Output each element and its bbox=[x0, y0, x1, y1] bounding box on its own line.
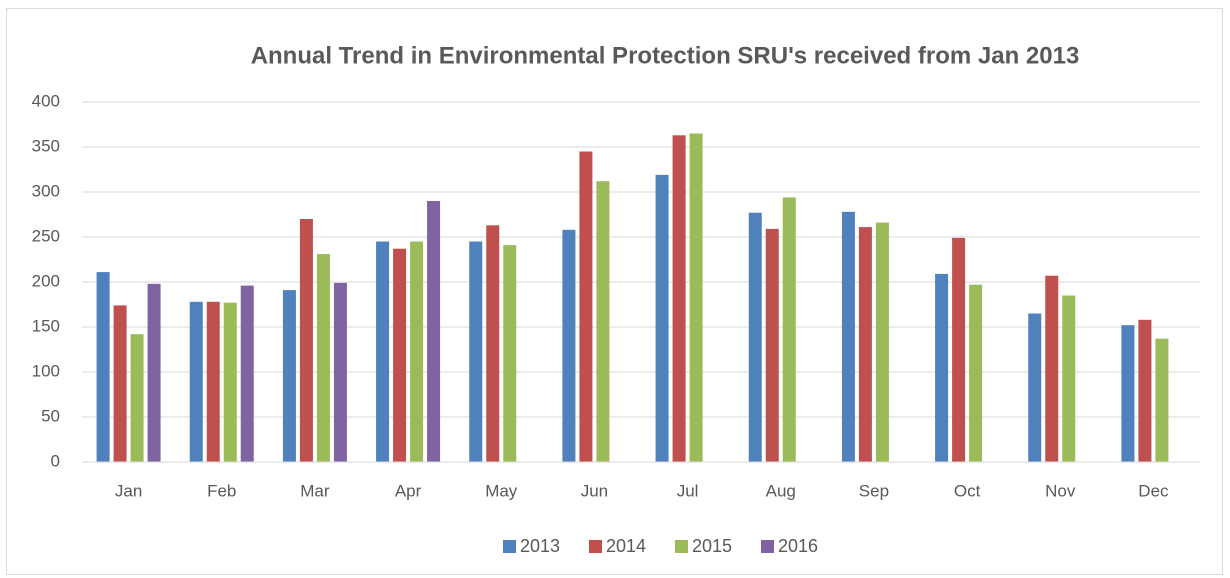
legend-swatch bbox=[675, 540, 688, 553]
chart-title: Annual Trend in Environmental Protection… bbox=[251, 42, 1080, 69]
y-tick-label: 0 bbox=[51, 451, 60, 470]
legend-swatch bbox=[503, 540, 516, 553]
bar bbox=[316, 254, 330, 462]
bar bbox=[223, 302, 237, 462]
bar bbox=[333, 282, 347, 462]
bar bbox=[410, 241, 424, 462]
bar bbox=[1062, 295, 1076, 462]
bar bbox=[596, 181, 610, 462]
bar bbox=[748, 212, 762, 462]
bar bbox=[113, 305, 127, 462]
bar bbox=[96, 272, 110, 462]
x-tick-label: Oct bbox=[954, 481, 981, 500]
x-tick-label: Sep bbox=[859, 481, 889, 500]
x-tick-label: Dec bbox=[1138, 481, 1169, 500]
bar bbox=[503, 245, 517, 462]
bar bbox=[969, 284, 983, 462]
legend-swatch bbox=[589, 540, 602, 553]
x-tick-label: Nov bbox=[1045, 481, 1076, 500]
y-tick-label: 350 bbox=[32, 136, 60, 155]
bar bbox=[1155, 338, 1169, 462]
x-tick-label: Feb bbox=[207, 481, 236, 500]
bar bbox=[935, 273, 949, 462]
bar bbox=[1138, 319, 1152, 462]
bar bbox=[579, 151, 593, 462]
bar bbox=[1045, 275, 1059, 462]
y-tick-label: 150 bbox=[32, 316, 60, 335]
bar bbox=[469, 241, 483, 462]
x-tick-label: May bbox=[485, 481, 518, 500]
bar bbox=[841, 211, 855, 462]
bar bbox=[655, 174, 669, 462]
y-tick-label: 200 bbox=[32, 271, 60, 290]
legend-label: 2014 bbox=[606, 536, 646, 556]
bar bbox=[299, 219, 313, 462]
x-tick-label: Jul bbox=[677, 481, 699, 500]
y-tick-label: 300 bbox=[32, 181, 60, 200]
bar bbox=[486, 225, 500, 462]
y-tick-label: 100 bbox=[32, 361, 60, 380]
bar bbox=[1028, 313, 1042, 462]
bar bbox=[376, 241, 390, 462]
bar bbox=[282, 290, 296, 462]
bar bbox=[562, 229, 576, 462]
bar bbox=[1121, 325, 1135, 462]
bar bbox=[952, 237, 966, 462]
x-tick-label: Aug bbox=[766, 481, 796, 500]
bar bbox=[427, 201, 441, 462]
y-tick-label: 50 bbox=[41, 406, 60, 425]
legend-label: 2015 bbox=[692, 536, 732, 556]
x-tick-label: Jan bbox=[115, 481, 142, 500]
y-tick-label: 250 bbox=[32, 226, 60, 245]
bar bbox=[782, 197, 796, 462]
legend-label: 2016 bbox=[778, 536, 818, 556]
bar bbox=[147, 283, 161, 462]
bar bbox=[672, 135, 686, 463]
bar bbox=[206, 301, 220, 462]
bar bbox=[689, 133, 703, 462]
bar bbox=[240, 285, 254, 462]
bar bbox=[130, 334, 144, 462]
legend-swatch bbox=[761, 540, 774, 553]
x-tick-label: Mar bbox=[300, 481, 330, 500]
bar bbox=[765, 228, 779, 462]
chart-border bbox=[6, 8, 1223, 575]
bar bbox=[875, 222, 889, 462]
x-tick-label: Jun bbox=[581, 481, 608, 500]
bar bbox=[189, 301, 203, 462]
y-tick-label: 400 bbox=[32, 91, 60, 110]
x-tick-label: Apr bbox=[395, 481, 422, 500]
bar bbox=[858, 227, 872, 462]
legend-label: 2013 bbox=[520, 536, 560, 556]
bar bbox=[393, 248, 407, 462]
